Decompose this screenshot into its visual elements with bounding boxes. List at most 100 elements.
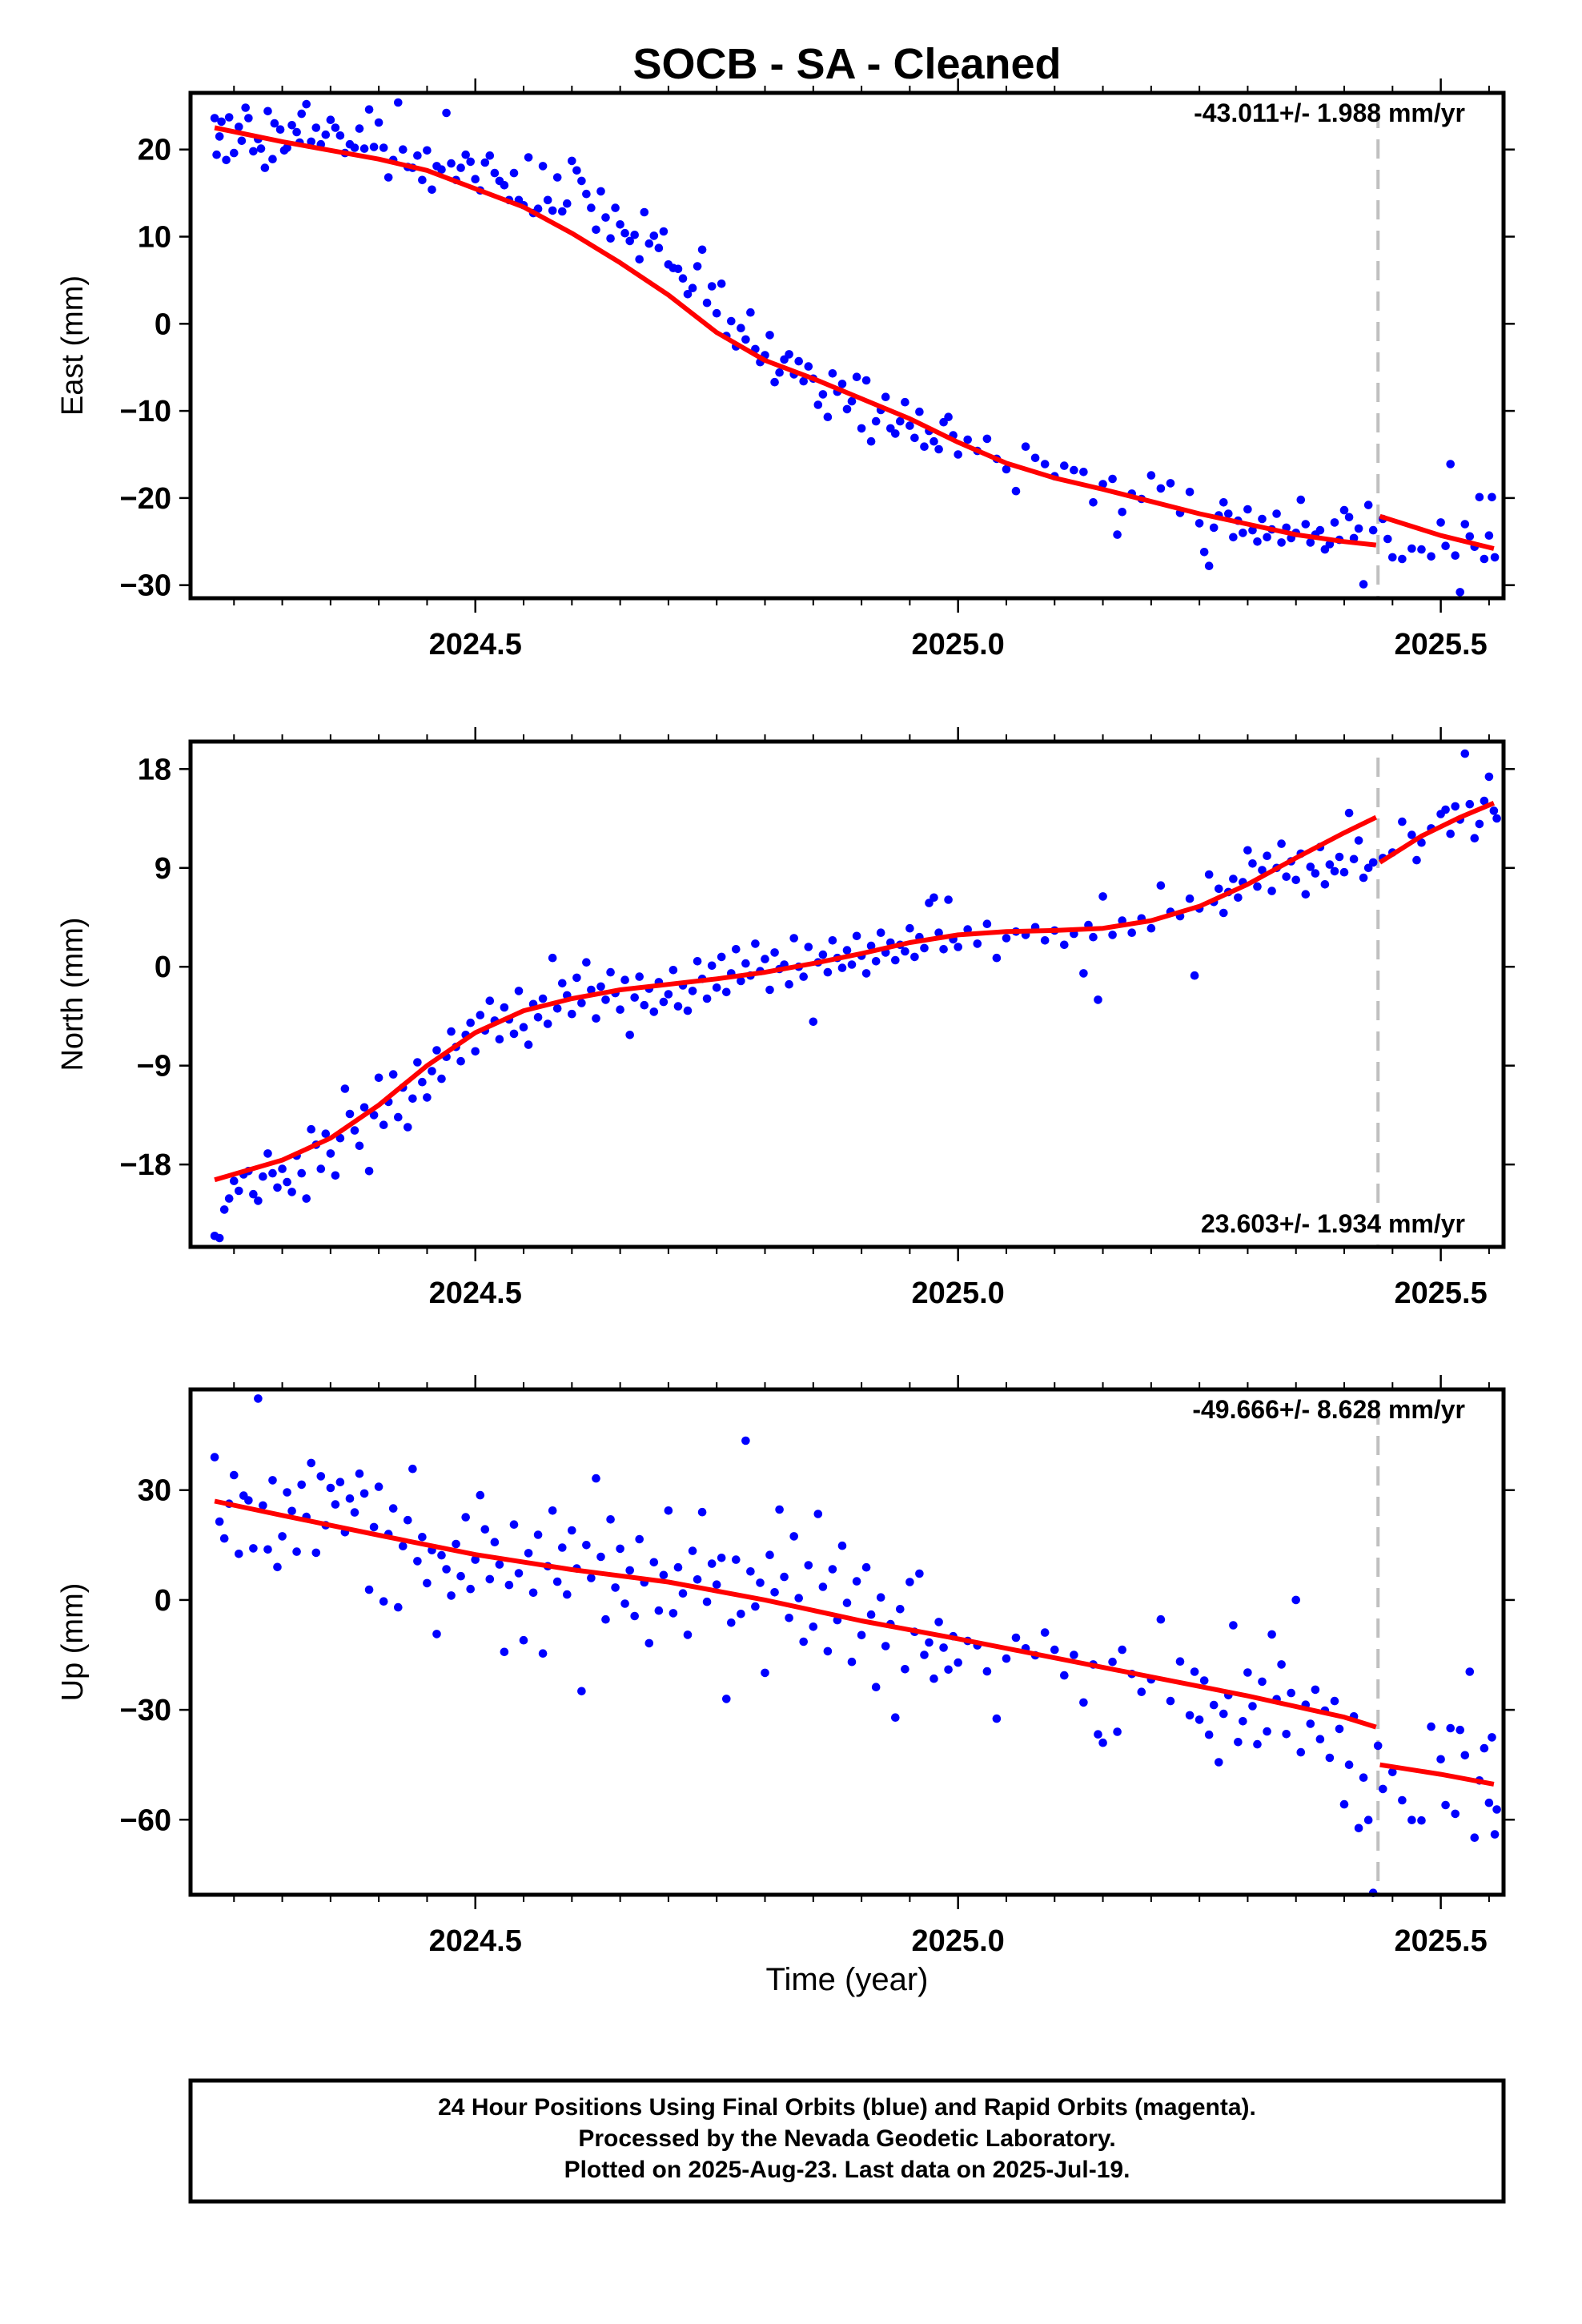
up-data-point	[552, 1577, 562, 1586]
up-data-point	[219, 1534, 229, 1543]
up-data-point	[944, 1665, 953, 1675]
north-data-point	[345, 1109, 355, 1119]
north-data-point	[1282, 872, 1291, 881]
up-data-point	[418, 1533, 427, 1542]
east-data-point	[283, 143, 291, 152]
up-data-point	[756, 1578, 765, 1587]
east-data-point	[1475, 493, 1484, 502]
east-data-point	[509, 168, 519, 178]
up-plot-frame	[188, 1387, 1506, 1897]
east-data-point	[302, 99, 311, 109]
up-data-point	[514, 1569, 524, 1578]
north-data-point	[625, 1031, 634, 1039]
up-data-point	[611, 1583, 620, 1592]
up-data-point	[369, 1522, 379, 1532]
footer-box	[188, 2078, 1506, 2204]
up-data-point	[1451, 1809, 1460, 1819]
up-data-point	[1354, 1823, 1363, 1833]
east-data-point	[837, 380, 847, 388]
north-data-point	[572, 973, 581, 983]
east-data-point	[1258, 514, 1267, 524]
north-data-point	[404, 1123, 412, 1132]
up-data-point	[345, 1494, 355, 1503]
up-data-point	[707, 1559, 717, 1568]
up-data-point	[326, 1483, 335, 1493]
up-data-point	[1050, 1645, 1059, 1655]
up-data-point	[364, 1585, 374, 1594]
north-data-point	[934, 928, 943, 937]
up-data-point	[374, 1482, 383, 1491]
east-data-point	[418, 175, 427, 185]
up-data-point	[379, 1597, 388, 1606]
up-data-point	[413, 1557, 422, 1566]
up-data-point	[1234, 1738, 1243, 1747]
up-data-point	[1011, 1633, 1021, 1642]
east-data-point	[543, 195, 552, 205]
north-data-point	[552, 1004, 562, 1013]
north-data-point	[335, 1133, 345, 1143]
up-data-point	[476, 1490, 485, 1500]
up-data-point	[939, 1643, 948, 1652]
up-data-point	[1344, 1760, 1354, 1769]
east-data-point	[500, 181, 509, 190]
north-data-point	[582, 958, 591, 967]
up-data-point	[901, 1665, 909, 1674]
east-data-point	[270, 119, 279, 128]
east-data-point	[804, 362, 813, 371]
north-data-point	[297, 1168, 307, 1178]
north-data-point	[471, 1047, 480, 1056]
north-data-point	[910, 952, 919, 962]
north-data-point	[606, 967, 615, 977]
east-data-point	[466, 157, 475, 167]
east-data-point	[963, 435, 972, 444]
east-plot-frame	[188, 90, 1506, 601]
north-data-point	[1354, 836, 1363, 845]
north-data-point	[1060, 940, 1069, 950]
up-data-point	[891, 1713, 900, 1722]
east-data-point	[737, 324, 745, 333]
up-data-point	[1446, 1723, 1455, 1733]
up-data-point	[842, 1598, 852, 1607]
up-data-point	[1359, 1773, 1368, 1782]
north-data-point	[1098, 892, 1107, 901]
east-data-point	[915, 407, 924, 416]
north-data-point	[259, 1172, 267, 1181]
east-data-point	[1451, 551, 1460, 560]
north-data-point	[818, 950, 828, 959]
up-data-point	[283, 1488, 291, 1497]
north-data-point	[712, 983, 721, 992]
up-data-point	[287, 1506, 296, 1516]
north-data-point	[1475, 819, 1484, 829]
north-data-point	[437, 1074, 446, 1084]
up-data-point	[1040, 1628, 1050, 1637]
north-data-point	[326, 1149, 335, 1158]
north-data-point	[500, 1003, 509, 1012]
east-data-point	[1359, 580, 1368, 589]
up-data-point	[717, 1554, 726, 1562]
north-data-point	[1219, 908, 1228, 918]
up-data-point	[683, 1630, 693, 1639]
up-data-point	[1456, 1725, 1464, 1735]
up-data-point	[837, 1541, 847, 1550]
up-data-point	[644, 1638, 654, 1648]
up-data-point	[1465, 1667, 1475, 1676]
north-data-point	[901, 947, 909, 956]
north-data-point	[1301, 890, 1311, 899]
north-data-point	[659, 997, 669, 1007]
east-data-point	[611, 203, 620, 212]
up-data-point	[1243, 1668, 1252, 1677]
north-x-tick-label: 2025.5	[1395, 1277, 1488, 1310]
north-fit-line	[1378, 801, 1496, 865]
east-data-point	[263, 107, 272, 116]
north-data-point	[640, 1000, 649, 1010]
up-data-point	[587, 1574, 596, 1582]
east-data-point	[490, 168, 500, 178]
east-data-point	[1195, 519, 1204, 528]
east-data-point	[524, 153, 533, 162]
up-data-point	[1204, 1730, 1214, 1739]
east-data-point	[596, 187, 605, 196]
up-data-point	[785, 1614, 793, 1622]
up-data-point	[1229, 1621, 1238, 1630]
up-data-point	[1306, 1719, 1315, 1728]
